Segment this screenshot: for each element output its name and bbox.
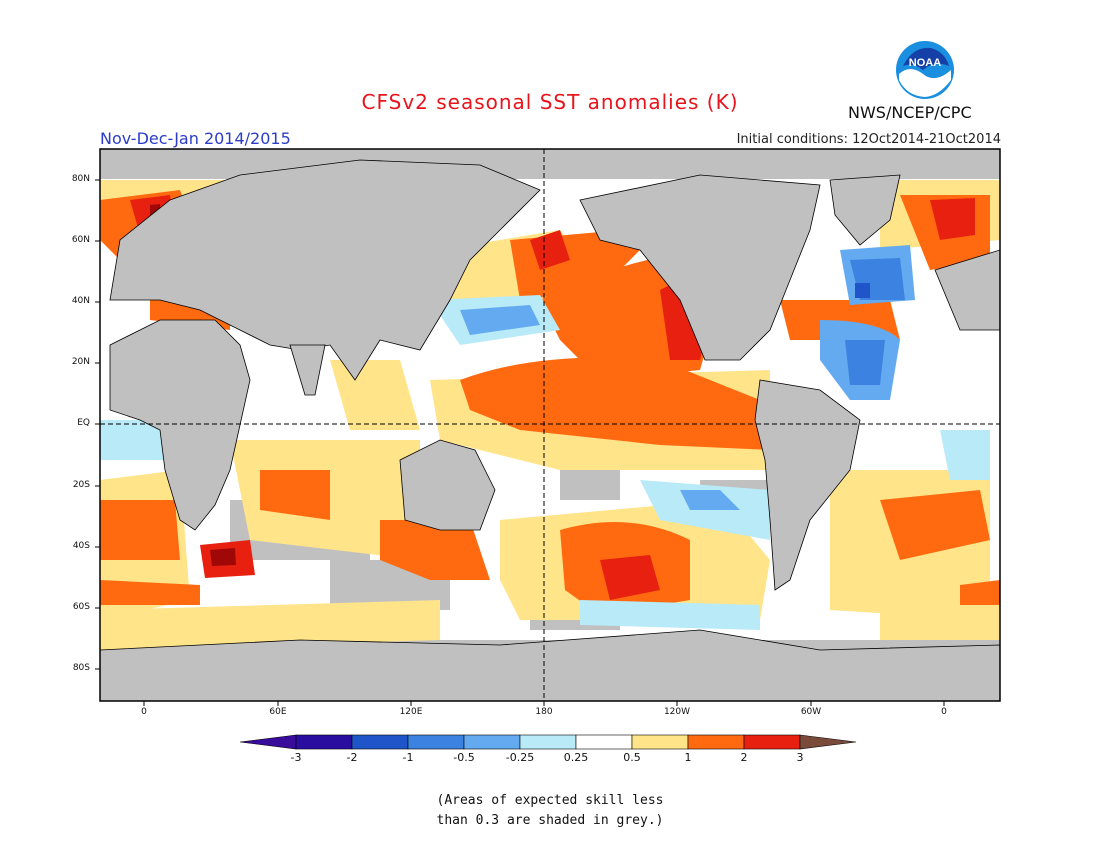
- lon-label-60e: 60E: [269, 707, 287, 717]
- colorbar-label: -0.5: [453, 751, 475, 764]
- anomaly-band-neg-2: [855, 283, 870, 298]
- lon-label-180: 180: [535, 707, 553, 717]
- colorbar-label: 0.25: [563, 751, 589, 764]
- lon-label-60w: 60W: [800, 707, 822, 717]
- lon-label-120w: 120W: [663, 707, 691, 717]
- period-label: Nov-Dec-Jan 2014/2015: [100, 129, 291, 148]
- colorbar-label: -0.25: [505, 751, 535, 764]
- axis-ticks: [95, 179, 945, 706]
- colorbar-label: 3: [796, 751, 804, 764]
- lat-label-20s: 20S: [72, 480, 90, 490]
- lat-label-20n: 20N: [71, 357, 90, 367]
- lat-label-40n: 40N: [71, 296, 90, 306]
- colorbar-label: -1: [402, 751, 414, 764]
- lon-label-0-east: 0: [941, 707, 947, 717]
- agency-label: NWS/NCEP/CPC: [848, 103, 972, 122]
- colorbar-label: -3: [290, 751, 302, 764]
- colorbar-label: -2: [346, 751, 358, 764]
- lon-label-0-west: 0: [141, 707, 147, 717]
- map-title: CFSv2 seasonal SST anomalies (K): [361, 90, 739, 114]
- colorbar-label: 2: [740, 751, 748, 764]
- map-frame: [99, 148, 1001, 702]
- noaa-logo-text: NOAA: [909, 57, 941, 69]
- lat-label-60s: 60S: [72, 602, 90, 612]
- lat-label-60n: 60N: [71, 235, 90, 245]
- lat-label-40s: 40S: [72, 541, 90, 551]
- land-masses: [100, 159, 1000, 701]
- lat-label-80n: 80N: [71, 174, 90, 184]
- skill-note-line-2: than 0.3 are shaded in grey.): [436, 813, 664, 828]
- colorbar-label: 0.5: [623, 751, 641, 764]
- lat-label-80s: 80S: [72, 663, 90, 673]
- initial-conditions-label: Initial conditions: 12Oct2014-21Oct2014: [736, 132, 1001, 147]
- skill-note-line-1: (Areas of expected skill less: [436, 793, 664, 808]
- skill-note: (Areas of expected skill less than 0.3 a…: [0, 791, 1100, 831]
- noaa-logo: NOAA: [896, 41, 954, 99]
- lat-label-eq: EQ: [77, 418, 90, 428]
- lon-label-120e: 120E: [399, 707, 423, 717]
- colorbar-label: 1: [684, 751, 692, 764]
